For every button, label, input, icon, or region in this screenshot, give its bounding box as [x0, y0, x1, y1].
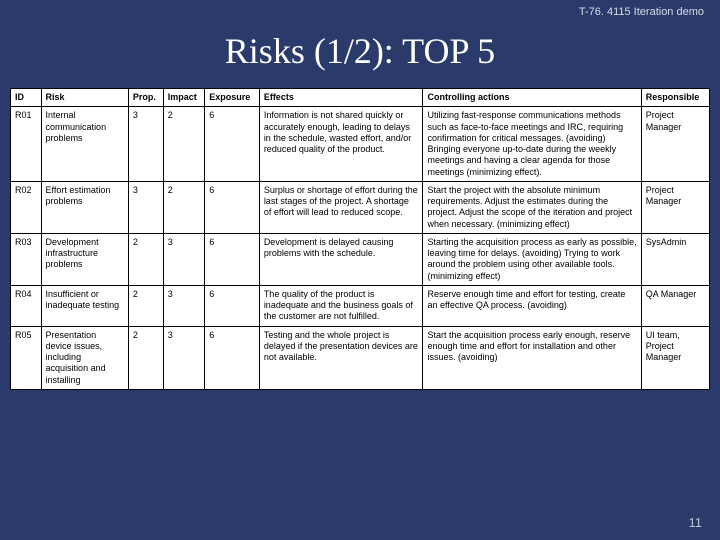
table-row: R01 Internal communication problems 3 2 … [11, 107, 710, 182]
cell-exposure: 6 [205, 326, 260, 389]
cell-impact: 3 [163, 233, 204, 285]
cell-id: R03 [11, 233, 42, 285]
cell-impact: 3 [163, 326, 204, 389]
slide-title: Risks (1/2): TOP 5 [0, 30, 720, 72]
cell-exposure: 6 [205, 285, 260, 326]
table-row: R05 Presentation device issues, includin… [11, 326, 710, 389]
cell-controlling: Starting the acquisition process as earl… [423, 233, 641, 285]
cell-responsible: Project Manager [641, 181, 709, 233]
col-header-prop: Prop. [128, 89, 163, 107]
cell-prop: 2 [128, 285, 163, 326]
cell-controlling: Reserve enough time and effort for testi… [423, 285, 641, 326]
table-row: R02 Effort estimation problems 3 2 6 Sur… [11, 181, 710, 233]
cell-prop: 2 [128, 233, 163, 285]
col-header-exposure: Exposure [205, 89, 260, 107]
cell-exposure: 6 [205, 181, 260, 233]
cell-responsible: Project Manager [641, 107, 709, 182]
col-header-id: ID [11, 89, 42, 107]
cell-controlling: Start the project with the absolute mini… [423, 181, 641, 233]
cell-id: R01 [11, 107, 42, 182]
col-header-responsible: Responsible [641, 89, 709, 107]
col-header-effects: Effects [259, 89, 423, 107]
cell-exposure: 6 [205, 107, 260, 182]
cell-impact: 3 [163, 285, 204, 326]
col-header-risk: Risk [41, 89, 128, 107]
risks-table-container: ID Risk Prop. Impact Exposure Effects Co… [10, 88, 710, 390]
cell-risk: Internal communication problems [41, 107, 128, 182]
table-row: R04 Insufficient or inadequate testing 2… [11, 285, 710, 326]
cell-impact: 2 [163, 107, 204, 182]
course-header-label: T-76. 4115 Iteration demo [579, 6, 704, 18]
cell-effects: Information is not shared quickly or acc… [259, 107, 423, 182]
cell-id: R05 [11, 326, 42, 389]
cell-exposure: 6 [205, 233, 260, 285]
cell-effects: Development is delayed causing problems … [259, 233, 423, 285]
cell-controlling: Utilizing fast-response communications m… [423, 107, 641, 182]
cell-impact: 2 [163, 181, 204, 233]
cell-prop: 2 [128, 326, 163, 389]
cell-risk: Effort estimation problems [41, 181, 128, 233]
cell-risk: Insufficient or inadequate testing [41, 285, 128, 326]
col-header-impact: Impact [163, 89, 204, 107]
cell-effects: Surplus or shortage of effort during the… [259, 181, 423, 233]
cell-id: R02 [11, 181, 42, 233]
cell-effects: The quality of the product is inadequate… [259, 285, 423, 326]
cell-controlling: Start the acquisition process early enou… [423, 326, 641, 389]
cell-responsible: UI team, Project Manager [641, 326, 709, 389]
cell-responsible: QA Manager [641, 285, 709, 326]
table-header-row: ID Risk Prop. Impact Exposure Effects Co… [11, 89, 710, 107]
page-number: 11 [689, 515, 703, 530]
risks-table: ID Risk Prop. Impact Exposure Effects Co… [10, 88, 710, 390]
col-header-controlling: Controlling actions [423, 89, 641, 107]
cell-id: R04 [11, 285, 42, 326]
cell-risk: Presentation device issues, including ac… [41, 326, 128, 389]
cell-effects: Testing and the whole project is delayed… [259, 326, 423, 389]
table-body: R01 Internal communication problems 3 2 … [11, 107, 710, 390]
cell-risk: Development infrastructure problems [41, 233, 128, 285]
table-row: R03 Development infrastructure problems … [11, 233, 710, 285]
cell-prop: 3 [128, 181, 163, 233]
cell-prop: 3 [128, 107, 163, 182]
cell-responsible: SysAdmin [641, 233, 709, 285]
